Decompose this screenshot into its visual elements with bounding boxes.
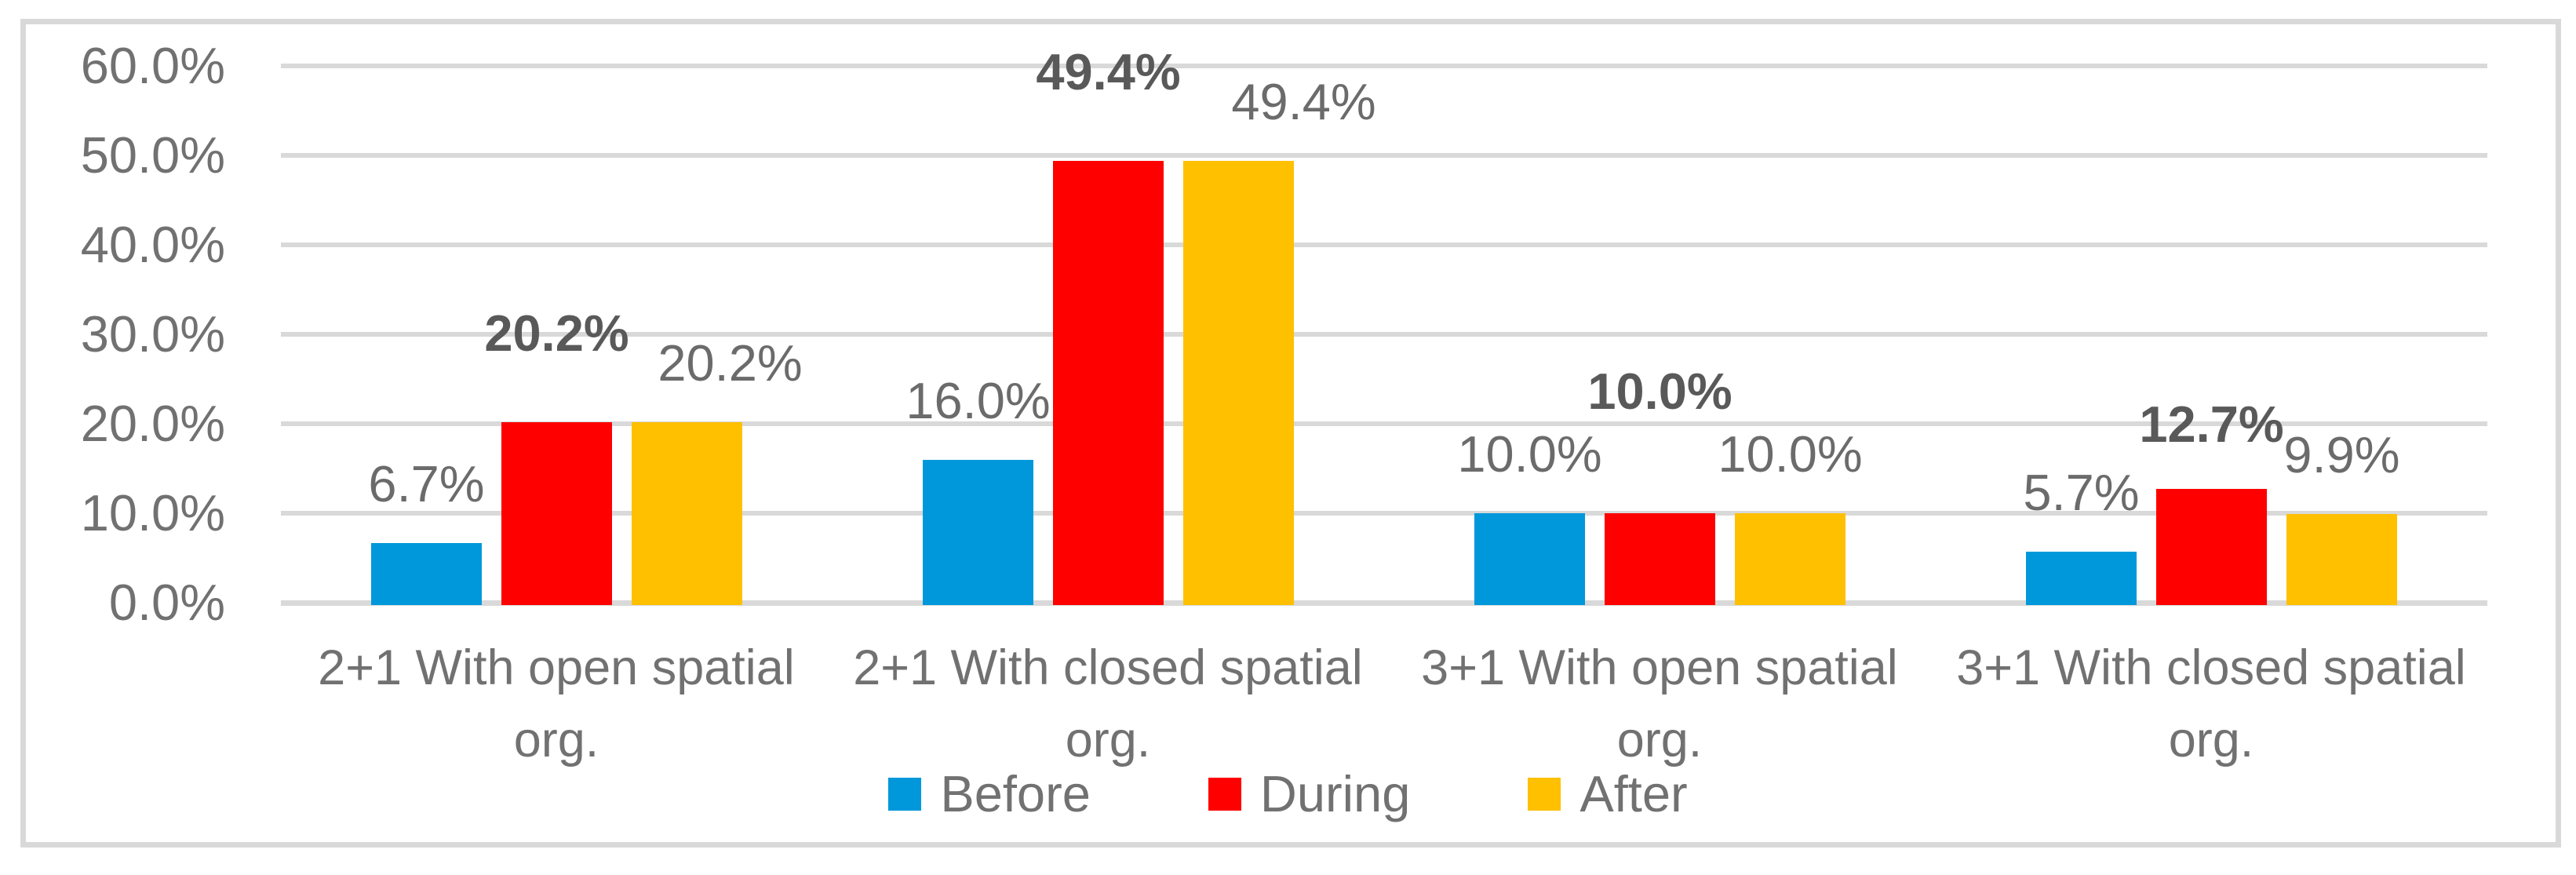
legend-swatch-after-icon [1528, 778, 1561, 811]
legend-label-before: Before [940, 765, 1091, 822]
legend-item-after: After [1528, 759, 1688, 829]
legend: Before During After [0, 758, 2576, 830]
legend-swatch-before-icon [888, 778, 922, 811]
legend-label-during: During [1259, 765, 1411, 822]
chart-border-frame [20, 19, 2561, 848]
legend-item-during: During [1208, 759, 1410, 829]
legend-label-after: After [1579, 765, 1688, 822]
legend-item-before: Before [888, 759, 1091, 829]
legend-swatch-during-icon [1208, 778, 1241, 811]
